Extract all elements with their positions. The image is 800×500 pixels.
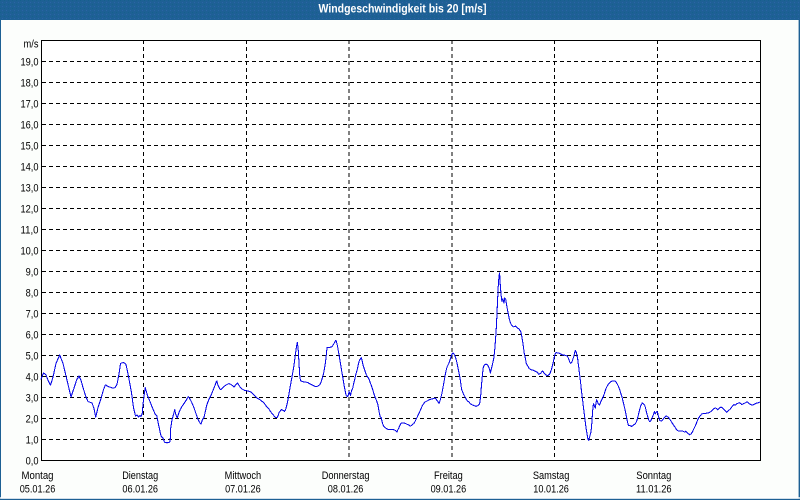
svg-text:0,0: 0,0: [26, 455, 39, 467]
svg-text:14,0: 14,0: [21, 161, 39, 173]
svg-text:9,0: 9,0: [26, 266, 39, 278]
svg-text:Dienstag: Dienstag: [122, 470, 158, 482]
svg-text:15,0: 15,0: [21, 140, 39, 152]
svg-text:5,0: 5,0: [26, 350, 39, 362]
svg-text:m/s: m/s: [24, 39, 39, 51]
svg-text:10.01.26: 10.01.26: [533, 484, 569, 496]
svg-text:6,0: 6,0: [26, 329, 39, 341]
svg-text:1,0: 1,0: [26, 434, 39, 446]
svg-text:11.01.26: 11.01.26: [636, 484, 672, 496]
svg-text:3,0: 3,0: [26, 392, 39, 404]
svg-text:18,0: 18,0: [21, 77, 39, 89]
svg-text:Windgeschwindigkeit bis 20 [m/: Windgeschwindigkeit bis 20 [m/s]: [319, 2, 487, 16]
svg-text:05.01.26: 05.01.26: [20, 484, 56, 496]
svg-text:06.01.26: 06.01.26: [122, 484, 158, 496]
svg-text:Montag: Montag: [22, 470, 54, 482]
svg-text:8,0: 8,0: [26, 287, 39, 299]
svg-text:11,0: 11,0: [21, 224, 39, 236]
svg-text:10,0: 10,0: [21, 245, 39, 257]
svg-text:4,0: 4,0: [26, 371, 39, 383]
svg-text:08.01.26: 08.01.26: [328, 484, 364, 496]
svg-text:Mittwoch: Mittwoch: [225, 470, 262, 482]
svg-text:07.01.26: 07.01.26: [225, 484, 261, 496]
svg-text:17,0: 17,0: [21, 98, 39, 110]
svg-text:12,0: 12,0: [21, 203, 39, 215]
svg-text:19,0: 19,0: [21, 56, 39, 68]
svg-text:2,0: 2,0: [26, 413, 39, 425]
svg-text:16,0: 16,0: [21, 119, 39, 131]
svg-text:13,0: 13,0: [21, 182, 39, 194]
svg-text:Samstag: Samstag: [533, 470, 570, 482]
svg-text:09.01.26: 09.01.26: [431, 484, 467, 496]
svg-text:Freitag: Freitag: [434, 470, 463, 482]
svg-text:7,0: 7,0: [26, 308, 39, 320]
svg-text:Donnerstag: Donnerstag: [322, 470, 370, 482]
svg-text:Sonntag: Sonntag: [636, 470, 671, 482]
